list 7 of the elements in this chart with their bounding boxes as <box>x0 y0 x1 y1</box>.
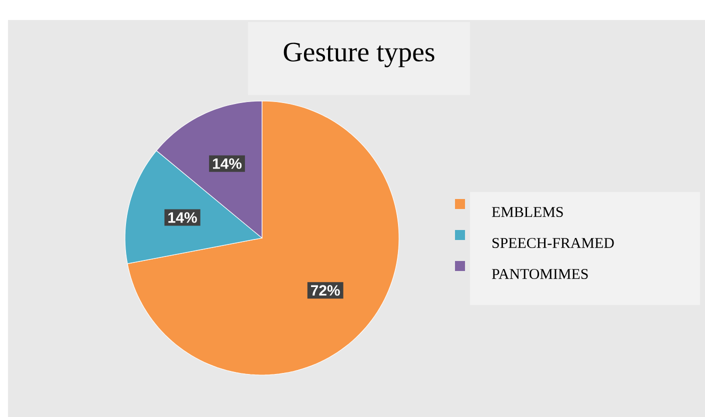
data-label: 14% <box>212 158 242 169</box>
data-label: 14% <box>168 212 197 223</box>
legend-label: EMBLEMS <box>492 206 563 218</box>
data-label: 72% <box>311 285 340 296</box>
legend-label: PANTOMIMES <box>492 268 588 280</box>
chart-title: Gesture types <box>284 42 434 68</box>
legend-label: SPEECH-FRAMED <box>492 238 614 248</box>
